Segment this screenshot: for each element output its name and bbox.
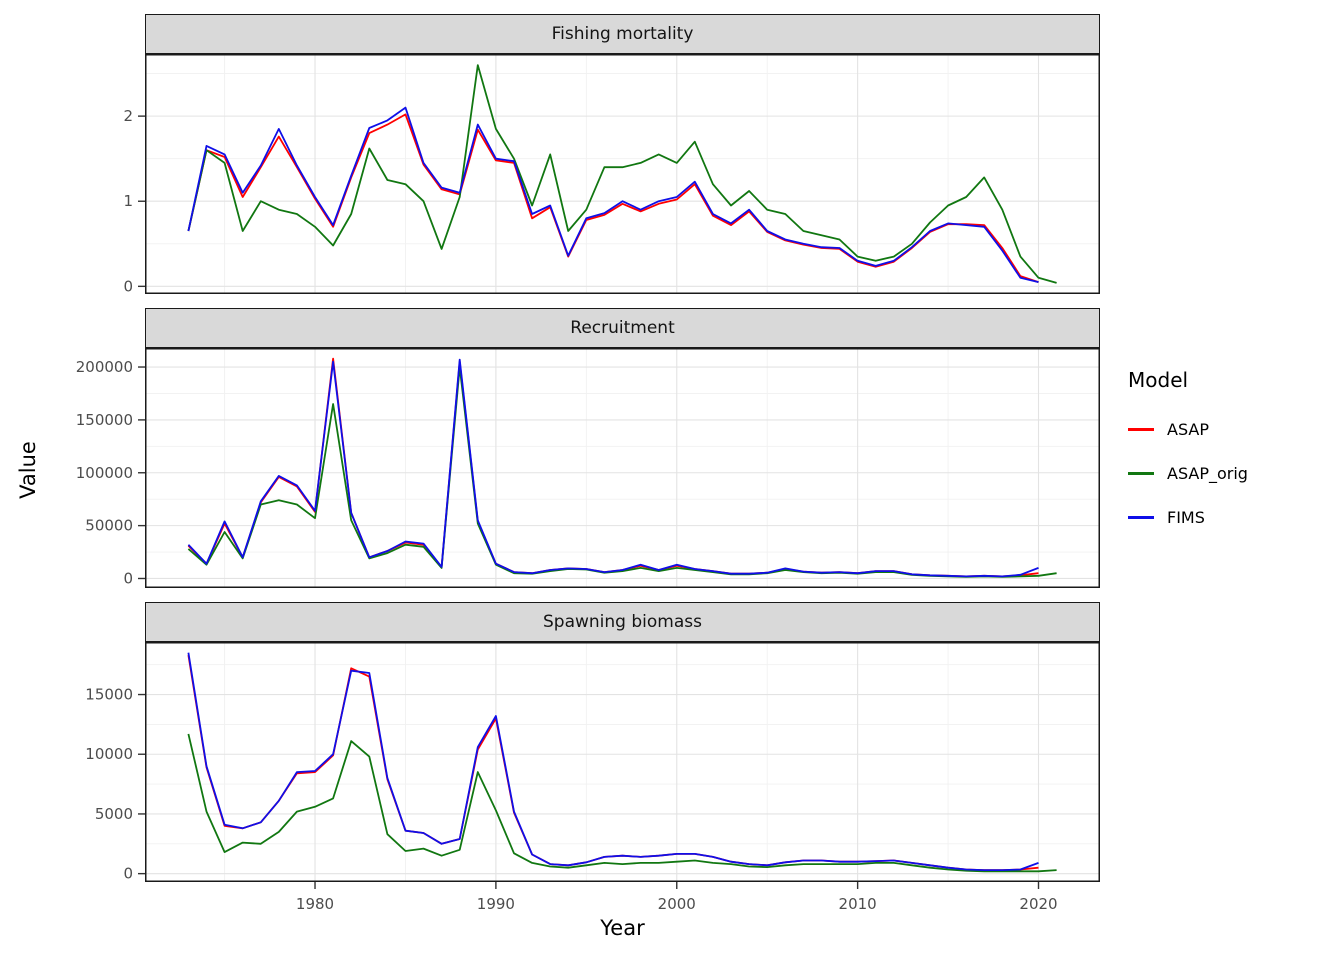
panel-strip-title: Recruitment — [570, 318, 675, 338]
panel-strip: Recruitment — [145, 308, 1100, 348]
panel-svg-0: 0 1 2 — [123, 54, 1100, 295]
svg-text:50000: 50000 — [85, 517, 133, 535]
legend-item-asap: ASAP — [1128, 414, 1248, 444]
panel-strip-title: Fishing mortality — [551, 24, 694, 44]
panel-svg-2: 0 5000 10000 15000 1980 1990 2000 2010 2020 — [85, 642, 1100, 913]
svg-text:2010: 2010 — [839, 895, 877, 913]
panel-strip: Fishing mortality — [145, 14, 1100, 54]
legend-key-line — [1128, 515, 1154, 519]
svg-text:5000: 5000 — [95, 805, 133, 823]
svg-text:0: 0 — [123, 277, 133, 295]
svg-text:100000: 100000 — [76, 464, 133, 482]
legend-items: ASAP ASAP_orig FIMS — [1128, 414, 1248, 532]
svg-text:15000: 15000 — [85, 686, 133, 704]
panel-spawning-biomass: Spawning biomass 0 5000 10000 15000 1980 1990… — [85, 602, 1100, 913]
y-axis-title: Value — [16, 441, 40, 499]
svg-text:150000: 150000 — [76, 411, 133, 429]
legend: Model ASAP ASAP_orig FIMS — [1128, 368, 1248, 546]
legend-label: ASAP — [1167, 419, 1209, 439]
panel-fishing-mortality: Fishing mortality 0 1 2 — [123, 14, 1100, 295]
panel-strip: Spawning biomass — [145, 602, 1100, 642]
svg-text:1990: 1990 — [477, 895, 515, 913]
svg-text:2020: 2020 — [1019, 895, 1057, 913]
svg-text:0: 0 — [123, 865, 133, 883]
legend-label: FIMS — [1167, 507, 1205, 527]
svg-text:200000: 200000 — [76, 358, 133, 376]
legend-item-asap_orig: ASAP_orig — [1128, 458, 1248, 488]
panel-plot: 0 1 2 — [123, 54, 1100, 295]
svg-text:0: 0 — [123, 569, 133, 587]
x-axis-title: Year — [600, 916, 645, 940]
svg-text:10000: 10000 — [85, 745, 133, 763]
svg-text:2: 2 — [123, 107, 133, 125]
panel-recruitment: Recruitment 0 50000 100000 150000 200000 — [76, 308, 1100, 588]
panel-plot: 0 5000 10000 15000 1980 1990 2000 2010 2020 — [85, 642, 1100, 913]
panel-svg-1: 0 50000 100000 150000 200000 — [76, 348, 1100, 588]
legend-key-line — [1128, 471, 1154, 475]
legend-title: Model — [1128, 368, 1189, 392]
panel-strip-title: Spawning biomass — [543, 612, 702, 632]
svg-text:1: 1 — [123, 192, 133, 210]
legend-item-fims: FIMS — [1128, 502, 1248, 532]
legend-key-line — [1128, 427, 1154, 431]
svg-text:1980: 1980 — [296, 895, 334, 913]
legend-label: ASAP_orig — [1167, 463, 1248, 483]
svg-text:2000: 2000 — [658, 895, 696, 913]
panel-plot: 0 50000 100000 150000 200000 — [76, 348, 1100, 588]
